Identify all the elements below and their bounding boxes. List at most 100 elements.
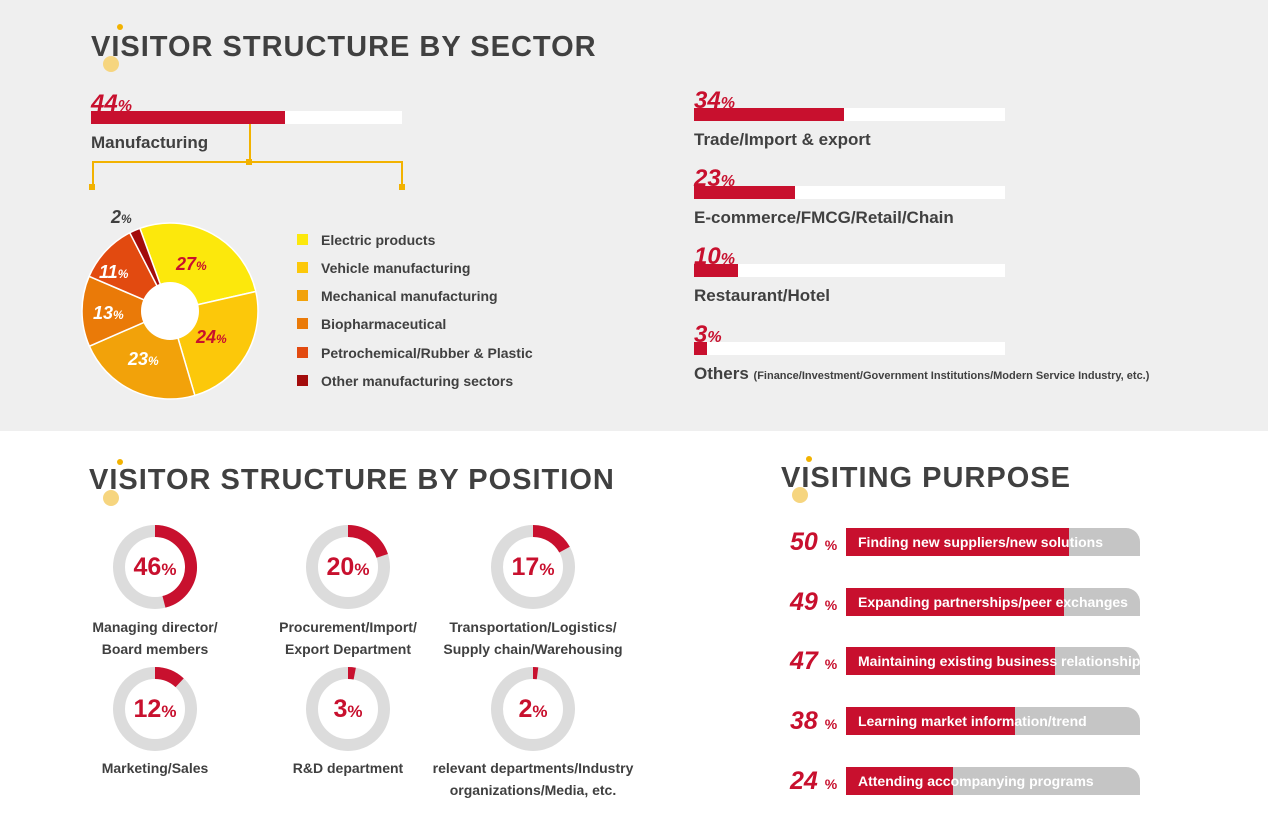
purpose-bar-text: Maintaining existing business relationsh… — [858, 653, 1140, 669]
others-note: (Finance/Investment/Government Instituti… — [753, 370, 1150, 382]
legend-swatch — [297, 318, 308, 329]
ring-percent: 12% — [133, 695, 177, 723]
others-percent: 3% — [694, 321, 722, 348]
ring-percent: 20% — [326, 553, 370, 581]
purpose-bar-fill — [846, 767, 953, 795]
ring-percent: 2% — [518, 695, 548, 723]
sector-bar-fill-others — [694, 342, 708, 355]
title-decor-dot-small — [117, 24, 123, 30]
purpose-bar-fill — [846, 647, 1056, 675]
ring-svg — [113, 525, 197, 609]
purpose-bar-track: Finding new suppliers/new solutions — [846, 528, 1140, 556]
ring-percent: 46% — [133, 553, 177, 581]
pie-label-electric: 27% — [176, 254, 207, 274]
purpose-bar-track: Maintaining existing business relationsh… — [846, 647, 1140, 675]
bracket-left-arm — [92, 161, 94, 187]
ring-svg — [306, 667, 390, 751]
sector-bar-track — [694, 264, 1005, 277]
pie-label-vehicle: 24% — [196, 327, 227, 347]
ring-svg — [491, 667, 575, 751]
position-ring-rnd: 3% — [305, 666, 391, 752]
purpose-bar-text: Expanding partnerships/peer exchanges — [858, 594, 1128, 610]
ring-arc — [347, 525, 388, 559]
sector-bar-fill-restaurant — [694, 264, 739, 277]
purpose-title: VISITING PURPOSE — [781, 462, 1071, 494]
position-ring-transportation: 17% — [490, 524, 576, 610]
purpose-bar-track: Learning market information/trend — [846, 707, 1140, 735]
position-ring-procurement: 20% — [305, 524, 391, 610]
purpose-bar-fill — [846, 528, 1069, 556]
pie-label-biopharma: 13% — [93, 303, 124, 323]
others-label: Others (Finance/Investment/Government In… — [694, 364, 1150, 383]
ring-arc — [154, 667, 184, 688]
legend-swatch — [297, 347, 308, 358]
sector-bar-fill-trade — [694, 108, 844, 121]
pie-slice — [81, 275, 172, 348]
ring-arc — [347, 667, 356, 680]
purpose-bar-text: Finding new suppliers/new solutions — [858, 534, 1104, 550]
legend-swatch — [297, 234, 308, 245]
ring-svg — [306, 525, 390, 609]
title-decor-dot — [103, 490, 119, 506]
position-label-managing-director: Managing director/Board members — [92, 619, 218, 657]
legend-text: Vehicle manufacturing — [321, 260, 471, 276]
ring-svg — [491, 525, 575, 609]
position-ring-relevant-departments: 2% — [490, 666, 576, 752]
sector-title: VISITOR STRUCTURE BY SECTOR — [91, 31, 597, 63]
restaurant-label: Restaurant/Hotel — [694, 286, 831, 305]
legend-swatch — [297, 290, 308, 301]
sector-bar-track — [694, 342, 1005, 355]
purpose-percent: 38 % — [790, 707, 838, 735]
bracket-right-end — [399, 184, 405, 190]
title-decor-dot-small — [117, 459, 123, 465]
sector-bar-track — [694, 108, 1005, 121]
pie-hole — [141, 282, 199, 340]
position-ring-marketing: 12% — [112, 666, 198, 752]
purpose-bar-track: Expanding partnerships/peer exchanges — [846, 588, 1140, 616]
legend-swatch — [297, 375, 308, 386]
ring-arc — [532, 525, 570, 553]
legend-text: Other manufacturing sectors — [321, 373, 514, 389]
legend-text: Mechanical manufacturing — [321, 288, 498, 304]
pie-label-petrochemical: 11% — [99, 262, 129, 282]
trade-label: Trade/Import & export — [694, 130, 871, 149]
position-label-marketing: Marketing/Sales — [101, 760, 209, 776]
position-ring-managing-director: 46% — [112, 524, 198, 610]
position-label-procurement: Procurement/Import/Export Department — [279, 619, 417, 657]
pie-label-other-manufacturing: 2% — [111, 207, 132, 227]
purpose-percent: 49 % — [790, 588, 838, 616]
purpose-percent: 50 % — [790, 528, 838, 556]
ring-svg — [113, 667, 197, 751]
legend-swatch — [297, 262, 308, 273]
position-title: VISITOR STRUCTURE BY POSITION — [89, 464, 615, 496]
bracket-bar — [92, 161, 403, 163]
title-decor-dot — [792, 487, 808, 503]
purpose-bar-fill — [846, 588, 1065, 616]
purpose-bar-text: Learning market information/trend — [858, 713, 1087, 729]
purpose-bar-fill — [846, 707, 1016, 735]
bracket-right-arm — [401, 161, 403, 187]
legend-text: Petrochemical/Rubber & Plastic — [321, 345, 533, 361]
sector-bar-fill-ecommerce — [694, 186, 796, 199]
purpose-percent: 47 % — [790, 647, 838, 675]
position-label-transportation: Transportation/Logistics/Supply chain/Wa… — [443, 619, 623, 657]
sector-bar-track — [91, 111, 402, 124]
manufacturing-pie-chart — [81, 222, 259, 400]
ring-percent: 17% — [511, 553, 555, 581]
bracket-left-end — [89, 184, 95, 190]
bracket-stem — [249, 124, 251, 162]
purpose-bar-text: Attending accompanying programs — [858, 773, 1094, 789]
sector-bar-track — [694, 186, 1005, 199]
sector-bar-fill-manufacturing — [91, 111, 285, 124]
ring-percent: 3% — [333, 695, 363, 723]
position-label-relevant-departments: relevant departments/Industry organizatio… — [432, 760, 634, 798]
purpose-bar-track: Attending accompanying programs — [846, 767, 1140, 795]
legend-text: Biopharmaceutical — [321, 316, 447, 332]
position-label-rnd: R&D department — [292, 760, 404, 776]
legend-text: Electric products — [321, 232, 436, 248]
title-decor-dot-small — [806, 456, 812, 462]
pie-label-mechanical: 23% — [128, 349, 159, 369]
ring-arc — [154, 525, 197, 608]
purpose-percent: 24 % — [790, 767, 838, 795]
title-decor-dot — [103, 56, 119, 72]
